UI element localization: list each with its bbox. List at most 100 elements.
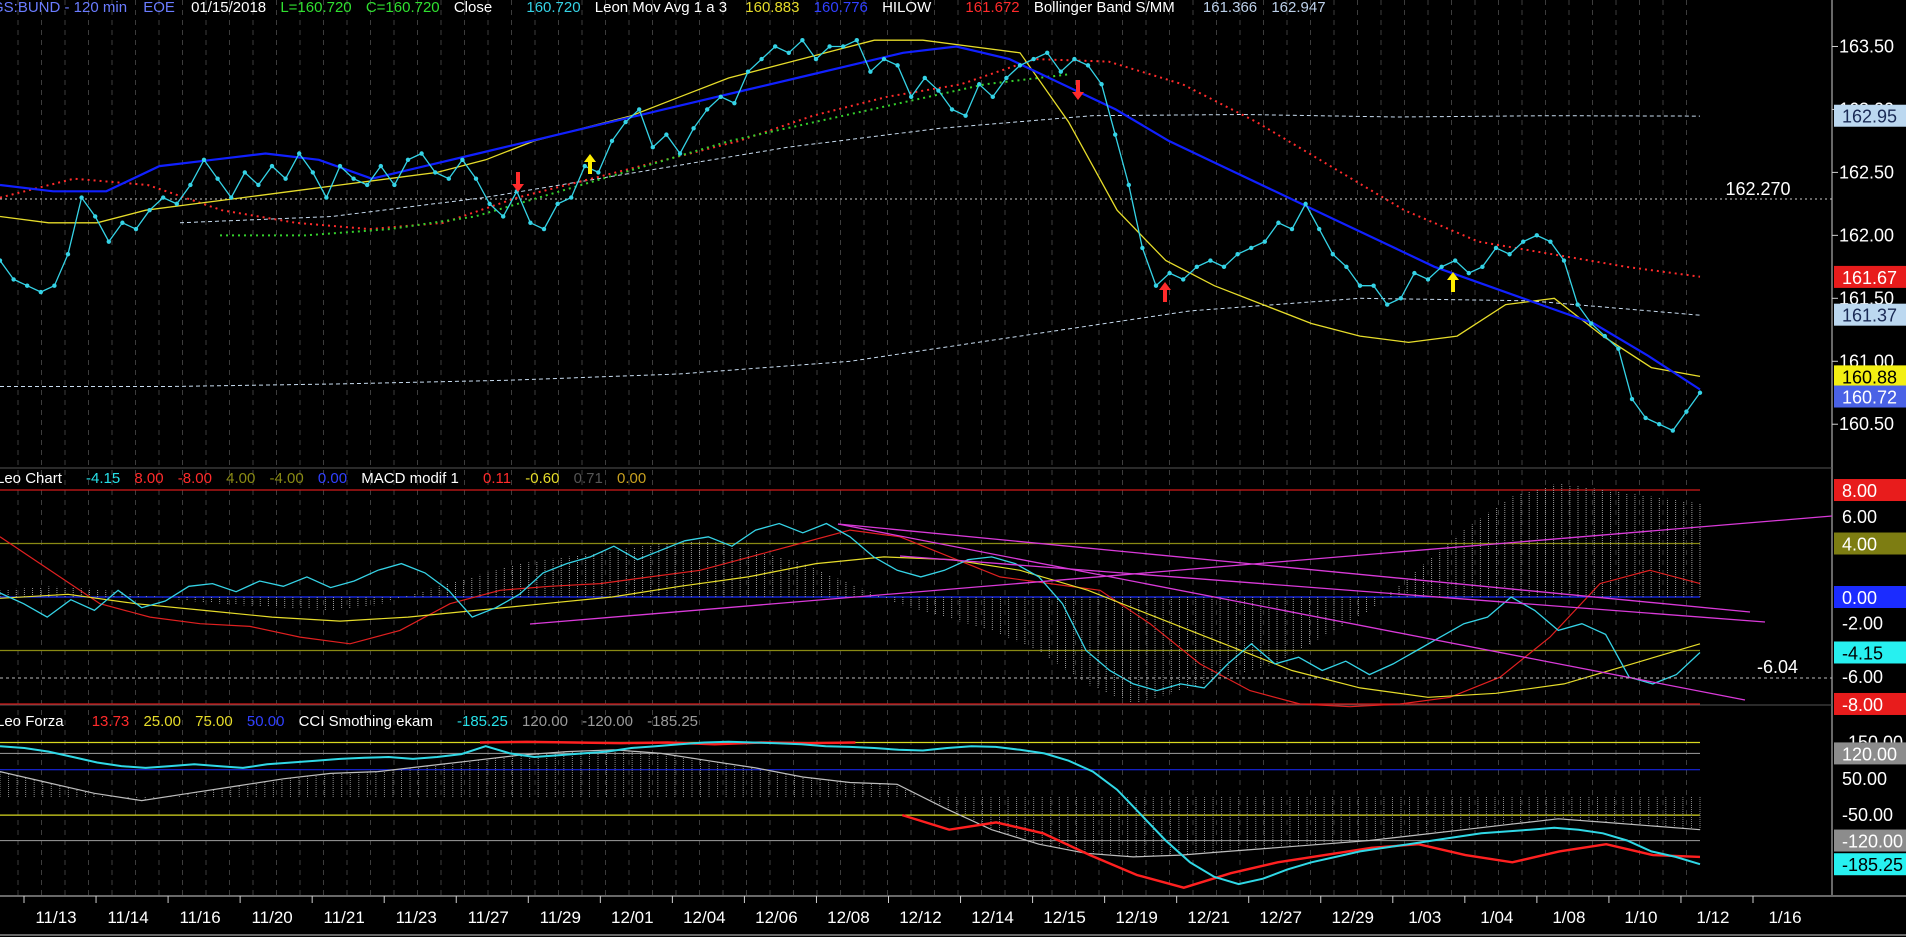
date-tick-17: 12/27 <box>1259 908 1302 927</box>
date-tick-10: 12/06 <box>755 908 798 927</box>
close-point-64 <box>868 69 873 74</box>
date-label: 01/15/2018 <box>191 0 266 16</box>
close-point-60 <box>813 56 819 62</box>
close-point-13 <box>174 201 179 207</box>
macd-tick-2: -6.00 <box>1842 667 1883 687</box>
macd-panel[interactable]: -6.04 <box>0 483 1833 708</box>
close-point-53 <box>718 94 723 100</box>
macd-tag-3: -4.15 <box>1842 643 1883 663</box>
cci-tag-2: -185.25 <box>1842 855 1903 875</box>
macd-value-1: -4.15 <box>86 470 120 487</box>
low-label: L=160.720 <box>280 0 351 16</box>
close-point-111 <box>1507 252 1512 257</box>
bb-name: Bollinger Band S/MM <box>1034 0 1175 16</box>
close-point-2 <box>25 283 30 288</box>
macd-study-name: Leo Chart <box>0 470 63 487</box>
close-point-55 <box>745 69 751 74</box>
close-point-44 <box>596 170 601 175</box>
macd-red-line <box>0 529 1701 708</box>
close-point-40 <box>541 226 547 232</box>
date-tick-24: 1/16 <box>1768 908 1801 927</box>
close-point-71 <box>963 113 968 118</box>
close-point-65 <box>881 56 887 62</box>
date-tick-0: 11/13 <box>35 908 76 927</box>
close-point-113 <box>1534 233 1540 238</box>
close-point-50 <box>677 151 683 156</box>
price-tick-2: 162.50 <box>1839 162 1894 182</box>
close-point-121 <box>1643 415 1648 421</box>
close-point-101 <box>1371 283 1376 288</box>
close-point-68 <box>922 75 927 81</box>
close-line <box>0 39 1701 432</box>
close-point-15 <box>201 157 207 163</box>
macd-value-6: 0.00 <box>318 470 347 487</box>
close-point-0 <box>0 258 3 263</box>
bollinger-upper <box>179 113 1701 224</box>
close-point-70 <box>949 107 955 112</box>
price-tag-3: 160.88 <box>1842 367 1897 387</box>
close-point-31 <box>419 151 424 156</box>
close-point-4 <box>52 283 57 288</box>
close-point-91 <box>1235 252 1240 257</box>
signal-arrow-4 <box>1447 272 1459 292</box>
close-point-124 <box>1684 409 1689 414</box>
close-point-80 <box>1085 63 1091 68</box>
date-tick-23: 1/12 <box>1696 908 1729 927</box>
close-point-25 <box>337 163 343 169</box>
close-point-66 <box>895 63 900 68</box>
close-point-11 <box>147 207 152 213</box>
date-tick-20: 1/04 <box>1480 908 1513 927</box>
close-point-108 <box>1466 270 1472 276</box>
close-point-58 <box>786 50 791 55</box>
close-point-95 <box>1289 226 1295 232</box>
close-point-62 <box>841 44 846 49</box>
date-tick-11: 12/08 <box>827 908 870 927</box>
date-tick-21: 1/08 <box>1552 908 1585 927</box>
ma-value-1: 160.883 <box>745 0 799 16</box>
cci-cyan-line <box>0 740 1701 886</box>
price-tick-6: 160.50 <box>1839 414 1894 434</box>
close-point-6 <box>79 195 84 200</box>
cci-value-2: 25.00 <box>143 713 181 730</box>
close-point-35 <box>473 176 479 181</box>
close-point-78 <box>1058 69 1064 74</box>
price-tag-bg-3 <box>1834 365 1906 388</box>
price-axis: 163.50163.00162.50162.00161.50161.00160.… <box>1832 36 1906 434</box>
close-point-56 <box>759 56 764 62</box>
close-point-73 <box>990 94 995 100</box>
cci-smooth-value-2: 120.00 <box>522 713 568 730</box>
close-point-30 <box>405 157 411 163</box>
close-point-49 <box>664 132 669 137</box>
price-panel[interactable]: 162.270 <box>0 37 1832 433</box>
cci-value-4: 50.00 <box>247 713 285 730</box>
close-point-16 <box>215 176 220 181</box>
source-label: EOE <box>143 0 175 16</box>
close-point-8 <box>106 239 112 244</box>
close-point-36 <box>487 201 492 207</box>
signal-arrow-0 <box>512 172 524 192</box>
cci-panel[interactable] <box>0 740 1701 889</box>
close-point-14 <box>188 182 193 188</box>
hilow-value: 161.672 <box>965 0 1019 16</box>
macd-tag-bg-3 <box>1834 641 1906 664</box>
macd-modif-value-2: -0.60 <box>525 470 559 487</box>
close-point-19 <box>256 182 261 188</box>
close-point-20 <box>269 163 275 169</box>
date-tick-19: 1/03 <box>1408 908 1441 927</box>
price-tick-4: 161.50 <box>1839 288 1894 308</box>
close-point-75 <box>1017 63 1023 68</box>
close-label: C=160.720 <box>366 0 440 16</box>
close-point-45 <box>609 138 615 144</box>
close-point-83 <box>1126 182 1132 188</box>
reference-value-price: 162.270 <box>1725 179 1790 199</box>
price-tag-1: 161.67 <box>1842 268 1897 288</box>
close-point-105 <box>1425 277 1431 282</box>
macd-axis: 6.00 -2.00 -6.00 8.00 4.00 0.00 -4.15 -8.00 <box>1834 479 1906 715</box>
close-point-61 <box>827 44 832 49</box>
macd-modif-value-1: 0.11 <box>483 470 511 487</box>
close-point-125 <box>1697 390 1703 395</box>
macd-tag-4: -8.00 <box>1842 695 1883 715</box>
close-point-52 <box>705 107 710 112</box>
close-point-82 <box>1113 132 1118 137</box>
